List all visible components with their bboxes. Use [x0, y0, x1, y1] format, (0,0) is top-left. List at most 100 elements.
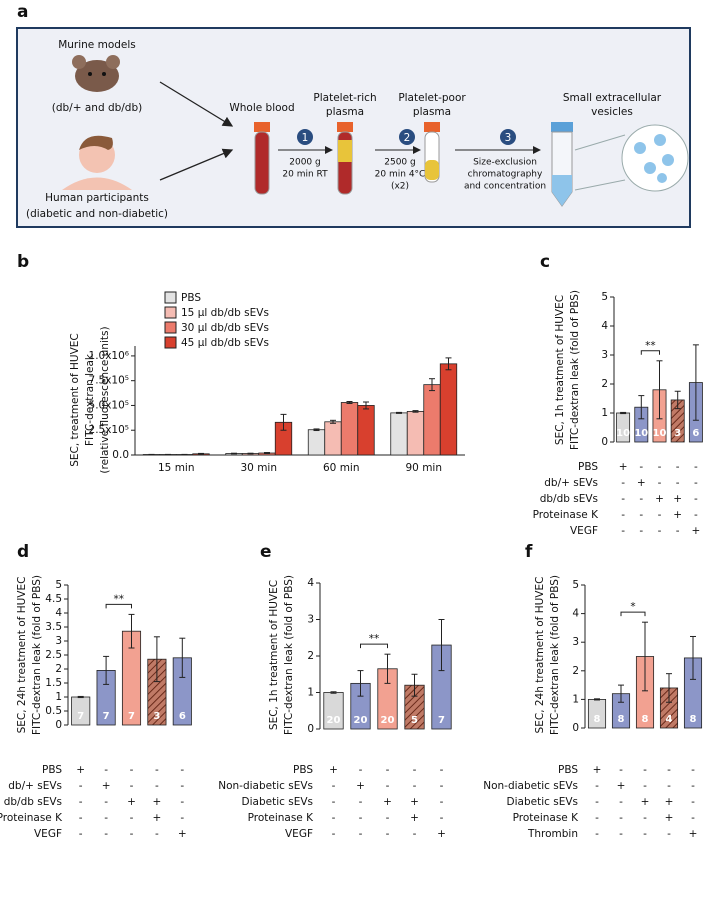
significance-label: *	[630, 601, 635, 613]
y-tick-label: 1.5	[45, 677, 62, 689]
legend-label: 15 µl db/db sEVs	[181, 307, 269, 319]
stage-label: plasma	[413, 106, 451, 118]
y-axis-label: SEC, 1h treatment of HUVEC	[554, 295, 566, 445]
treatment-sign: +	[665, 812, 674, 824]
treatment-sign: -	[104, 764, 108, 776]
treatment-sign: -	[79, 796, 83, 808]
treatment-sign: -	[440, 796, 444, 808]
treatment-sign: -	[694, 477, 698, 489]
treatment-sign: +	[641, 796, 650, 808]
treatment-sign: -	[658, 477, 662, 489]
y-axis-label: FITC-dextran leak (fold of PBS)	[31, 575, 43, 735]
row-label: Proteinase K	[533, 509, 600, 521]
treatment-sign: -	[359, 796, 363, 808]
step-condition: 20 min RT	[282, 170, 328, 180]
treatment-sign: -	[694, 461, 698, 473]
treatment-sign: -	[621, 493, 625, 505]
row-label: db/db sEVs	[4, 796, 62, 808]
y-tick-label: 4	[601, 320, 608, 332]
row-label: PBS	[42, 764, 62, 776]
step-marker	[500, 129, 516, 145]
y-axis-label: (relative fluorescence units)	[99, 326, 111, 473]
y-axis-label: FITC-dextran leak	[84, 353, 96, 446]
bar	[439, 363, 458, 456]
treatment-sign: +	[655, 493, 664, 505]
y-tick-label: 0	[572, 722, 579, 734]
y-tick-label: 1	[307, 687, 314, 699]
treatment-sign: -	[130, 780, 134, 792]
treatment-sign: -	[440, 812, 444, 824]
tube-whole-blood	[254, 122, 270, 195]
n-label: 8	[642, 714, 649, 725]
treatment-sign: -	[619, 828, 623, 840]
murine-sub: (db/+ and db/db)	[52, 102, 143, 114]
step-condition: 20 min 4°C	[375, 170, 426, 180]
treatment-sign: -	[155, 828, 159, 840]
n-label: 8	[618, 714, 625, 725]
step-marker	[297, 129, 313, 145]
row-label: Non-diabetic sEVs	[218, 780, 313, 792]
panel-label: f	[525, 542, 533, 562]
treatment-sign: -	[639, 509, 643, 521]
treatment-sign: -	[130, 812, 134, 824]
treatment-sign: -	[667, 764, 671, 776]
treatment-sign: +	[637, 477, 646, 489]
treatment-sign: -	[621, 509, 625, 521]
n-label: 7	[128, 711, 135, 722]
y-tick-label: 0.0	[112, 449, 129, 461]
treatment-sign: -	[619, 796, 623, 808]
treatment-sign: +	[329, 764, 338, 776]
treatment-sign: -	[359, 764, 363, 776]
significance-bracket	[360, 643, 388, 649]
y-tick-label: 2	[307, 650, 314, 662]
y-axis-label: SEC, 24h treatment of HUVEC	[534, 577, 546, 734]
n-label: 10	[653, 428, 667, 439]
y-axis-label: SEC, 24h treatment of HUVEC	[16, 577, 28, 734]
treatment-sign: +	[617, 780, 626, 792]
legend-label: PBS	[181, 292, 201, 304]
treatment-sign: -	[658, 461, 662, 473]
n-label: 5	[411, 715, 418, 726]
treatment-sign: -	[386, 828, 390, 840]
treatment-sign: -	[643, 812, 647, 824]
treatment-sign: -	[180, 780, 184, 792]
treatment-sign: -	[621, 477, 625, 489]
panel-label: e	[260, 542, 272, 562]
row-label: PBS	[578, 461, 598, 473]
treatment-sign: -	[658, 525, 662, 537]
x-tick-label: 90 min	[406, 462, 443, 474]
significance-label: **	[645, 340, 656, 352]
n-label: 3	[153, 711, 160, 722]
y-tick-label: 3	[55, 635, 62, 647]
y-tick-label: 5	[601, 291, 608, 303]
stage-label: Platelet-poor	[398, 92, 466, 104]
row-label: Proteinase K	[0, 812, 63, 824]
x-tick-label: 60 min	[323, 462, 360, 474]
human-icon	[62, 135, 132, 190]
bar	[423, 384, 441, 456]
treatment-sign: -	[79, 812, 83, 824]
row-label: db/db sEVs	[540, 493, 598, 505]
treatment-sign: -	[180, 764, 184, 776]
treatment-sign: -	[643, 764, 647, 776]
treatment-sign: -	[595, 796, 599, 808]
y-tick-label: 2	[55, 663, 62, 675]
bar	[357, 405, 375, 456]
treatment-sign: -	[332, 780, 336, 792]
row-label: Diabetic sEVs	[242, 796, 313, 808]
row-label: PBS	[558, 764, 578, 776]
legend-swatch	[164, 321, 177, 334]
y-axis-label: FITC-dextran leak (fold of PBS)	[569, 290, 581, 450]
treatment-sign: -	[595, 812, 599, 824]
treatment-sign: +	[127, 796, 136, 808]
step-condition: and concentration	[464, 182, 546, 192]
treatment-sign: -	[440, 780, 444, 792]
treatment-sign: -	[413, 764, 417, 776]
treatment-sign: +	[619, 461, 628, 473]
y-tick-label: 1	[55, 691, 62, 703]
y-tick-label: 1.0x10⁶	[89, 350, 129, 362]
treatment-sign: +	[673, 509, 682, 521]
treatment-sign: -	[386, 780, 390, 792]
row-label: db/+ sEVs	[544, 477, 598, 489]
